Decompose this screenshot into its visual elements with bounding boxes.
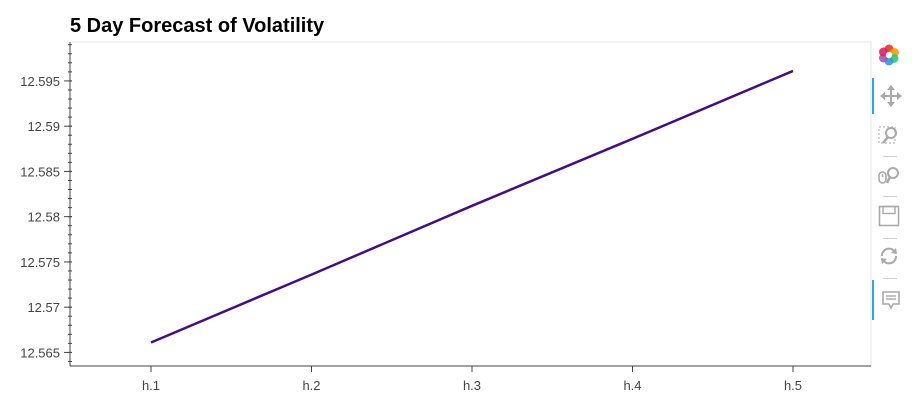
x-tick-label: h.4	[623, 378, 641, 393]
x-tick-label: h.5	[784, 378, 802, 393]
y-tick-label: 12.595	[20, 74, 60, 89]
x-tick-label: h.2	[302, 378, 320, 393]
toolbar-separator	[883, 278, 897, 279]
wheel-zoom-tool[interactable]	[872, 160, 906, 190]
y-tick-label: 12.58	[27, 210, 60, 225]
box-zoom-tool-icon	[878, 126, 897, 144]
y-tick-label: 12.585	[20, 164, 60, 179]
y-axis: 12.565 12.57 12.575 12.58 12.585 12.59 12.595	[20, 42, 72, 366]
chart-toolbar	[872, 40, 906, 330]
series-layer	[150, 69, 794, 344]
pan-tool-icon	[880, 85, 902, 107]
y-tick-label: 12.565	[20, 345, 60, 360]
plot-frame	[69, 41, 872, 367]
y-tick-label: 12.59	[27, 119, 60, 134]
bokeh-logo-icon	[879, 44, 899, 66]
chart-title: 5 Day Forecast of Volatility	[70, 15, 325, 37]
x-axis: h.1 h.2 h.3 h.4 h.5	[70, 365, 871, 393]
reset-tool[interactable]	[872, 241, 906, 271]
wheel-zoom-tool-icon	[878, 167, 899, 184]
bokeh-logo[interactable]	[872, 40, 906, 70]
hover-tool-icon	[882, 291, 900, 310]
x-tick-label: h.3	[463, 378, 481, 393]
toolbar-separator	[883, 238, 897, 239]
toolbar-separator	[883, 156, 897, 157]
pan-tool[interactable]	[872, 78, 908, 114]
series-line	[150, 69, 794, 344]
y-tick-label: 12.575	[20, 255, 60, 270]
save-tool-icon	[878, 205, 900, 227]
box-zoom-tool[interactable]	[872, 120, 906, 150]
reset-tool-icon	[881, 247, 897, 265]
x-tick-label: h.1	[142, 378, 160, 393]
toolbar-separator	[883, 196, 897, 197]
hover-tool[interactable]	[872, 280, 908, 320]
save-tool[interactable]	[872, 201, 906, 231]
y-tick-label: 12.57	[27, 300, 60, 315]
